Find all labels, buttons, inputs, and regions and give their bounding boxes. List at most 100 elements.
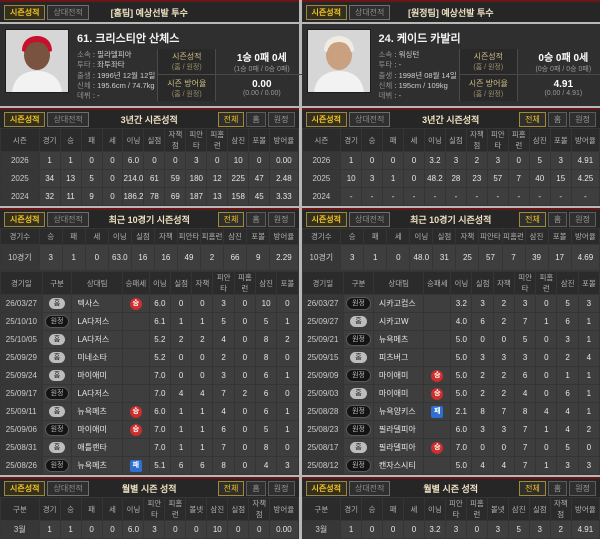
info-value: : 필라델피아 [91,50,132,59]
tab-season-stats[interactable]: 시즌성적 [306,112,347,127]
game-stat-cell: 0 [493,331,514,349]
filter-chip[interactable]: 전체 [519,212,546,227]
filter-chip[interactable]: 원정 [268,481,295,496]
filter-chip[interactable]: 홈 [548,212,567,227]
game-stat-cell: 7 [514,457,535,475]
info-label: 신체 [77,81,91,90]
table-cell: 9 [247,245,270,271]
table-cell: - [508,188,529,206]
table-cell: 225 [228,170,249,188]
opponent-name: 마이애미 [373,385,424,403]
column-header: 자책 [456,229,479,245]
table-cell: - [445,188,466,206]
player-record-box: 시즌성적 (홈 / 원정) 0승 0패 0세 (0승 0패 / 0승 0패) 시… [459,49,600,101]
info-value: : - [392,60,401,69]
opponent-name: 피츠버그 [373,349,424,367]
info-label: 소속 [379,50,393,59]
game-loc-cell: 원정 [344,421,374,439]
table-cell: 0.00 [270,521,298,539]
filter-chip[interactable]: 원정 [268,112,295,127]
filter-chip[interactable]: 전체 [519,481,546,496]
filter-chip[interactable]: 전체 [218,112,245,127]
game-date: 25/09/29 [1,349,43,367]
table-cell: 0 [102,170,123,188]
info-label: 소속 [77,50,91,59]
game-stat-cell: 5.0 [451,457,472,475]
game-loc-cell: 홈 [42,439,72,457]
opponent-name: 뉴욕양키스 [373,403,424,421]
tab-head-to-head[interactable]: 상대전적 [349,5,390,20]
tab-head-to-head[interactable]: 상대전적 [349,112,390,127]
tab-head-to-head[interactable]: 상대전적 [47,481,88,496]
game-stat-cell: 0 [170,367,191,385]
tab-head-to-head[interactable]: 상대전적 [349,481,390,496]
table-cell: 10 [341,170,362,188]
table-cell: - [404,188,425,206]
tab-head-to-head[interactable]: 상대전적 [47,212,88,227]
tab-head-to-head[interactable]: 상대전적 [47,5,88,20]
pitcher-panel: 시즌성적 상대전적 [홈팀] 예상선발 투수 61. 크리스티안 산체스 소속 … [0,0,299,539]
tab-head-to-head[interactable]: 상대전적 [349,212,390,227]
table-cell: 0 [404,521,425,539]
game-stat-cell: 4.0 [451,313,472,331]
filter-chip[interactable]: 원정 [569,212,596,227]
game-loc-cell: 홈 [344,439,374,457]
game-result-cell [122,313,149,331]
tab-season-stats[interactable]: 시즌성적 [306,5,347,20]
table-cell: - [383,188,404,206]
tab-season-stats[interactable]: 시즌성적 [306,212,347,227]
column-header: 경기 [39,129,60,152]
tab-season-stats[interactable]: 시즌성적 [4,212,45,227]
filter-chip[interactable]: 전체 [218,481,245,496]
table-cell: 34 [39,170,60,188]
filter-chip[interactable]: 홈 [246,112,265,127]
tab-head-to-head[interactable]: 상대전적 [47,112,88,127]
filter-chip[interactable]: 홈 [548,481,567,496]
tab-season-stats[interactable]: 시즌성적 [306,481,347,496]
game-stat-cell: 7.0 [149,385,170,403]
record-label-cell: 시즌성적 (홈 / 원정) [158,49,216,75]
game-loc-cell: 홈 [42,349,72,367]
filter-chip[interactable]: 원정 [569,481,596,496]
tab-season-stats[interactable]: 시즌성적 [4,112,45,127]
game-stat-cell: 3 [472,349,493,367]
tab-season-stats[interactable]: 시즌성적 [4,481,45,496]
home-away-badge: 원정 [45,459,70,472]
filter-chip[interactable]: 홈 [246,481,265,496]
table-cell: 48.2 [424,170,445,188]
game-stat-cell: 6 [557,313,578,331]
filter-chip[interactable]: 홈 [246,212,265,227]
game-loc-cell: 원정 [344,367,374,385]
game-stat-cell: 3 [213,295,234,313]
column-header: 경기수 [302,229,341,245]
filter-chip[interactable]: 전체 [218,212,245,227]
game-date: 25/10/10 [1,313,43,331]
player-name: 24. 케이드 카발리 [379,29,596,49]
opponent-name: 뉴욕메츠 [373,331,424,349]
filter-chip[interactable]: 전체 [519,112,546,127]
game-stat-cell: 4 [213,331,234,349]
game-stat-cell: 3 [578,295,599,313]
filter-chip[interactable]: 홈 [548,112,567,127]
tab-season-stats[interactable]: 시즌성적 [4,5,45,20]
filter-chip[interactable]: 원정 [569,112,596,127]
column-header: 경기일 [302,272,344,295]
player-info-row: 신체 : 195.6cm / 74.7kg [77,81,155,90]
game-stat-cell: 1 [277,367,298,385]
info-value: : 워싱턴 [392,50,419,59]
player-photo [307,29,371,93]
column-header: 이닝 [108,229,131,245]
game-result-cell: 패 [122,457,149,475]
filter-chip[interactable]: 원정 [268,212,295,227]
column-header: 피홈런 [207,129,228,152]
